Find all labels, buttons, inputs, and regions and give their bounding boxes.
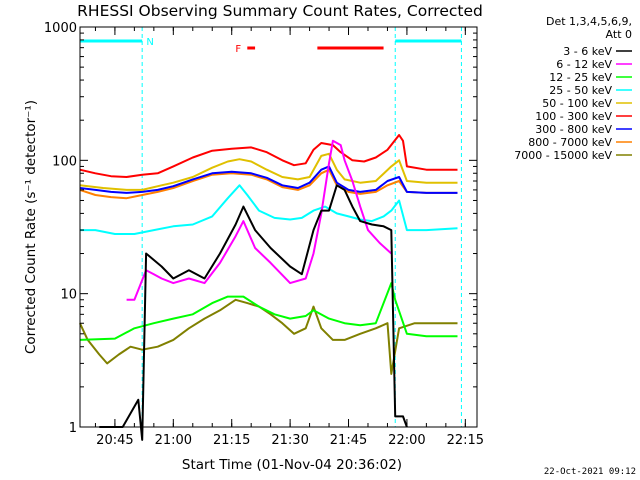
legend-label-300-to-800kev: 300 - 800 keV: [535, 123, 612, 136]
x-axis-label: Start Time (01-Nov-04 20:36:02): [182, 457, 402, 473]
legend-label-25-to-50kev: 25 - 50 keV: [549, 84, 612, 97]
y-tick-label-1: 1: [69, 421, 77, 436]
x-tick-label-2115: 21:15: [213, 433, 250, 448]
series-line-12-to-25kev: [79, 282, 458, 341]
x-tick-label-2045: 20:45: [96, 433, 133, 448]
series-line-50-to-100kev: [79, 152, 458, 191]
x-tick-label-2130: 21:30: [271, 433, 308, 448]
series-line-300-to-800kev: [79, 165, 458, 194]
series-line-100-to-300kev: [79, 134, 458, 178]
plot-frame: [79, 26, 478, 428]
y-tick-label-1000: 1000: [44, 21, 77, 36]
legend-header-line-2: Att 0: [606, 28, 632, 41]
legend-label-50-to-100kev: 50 - 100 keV: [542, 97, 612, 110]
flag-n-label: N: [146, 37, 153, 48]
y-axis-label: Corrected Count Rate (s⁻¹ detector⁻¹): [23, 100, 39, 354]
series-line-6-to-12kev: [126, 139, 392, 301]
chart-title: RHESSI Observing Summary Count Rates, Co…: [77, 2, 483, 20]
x-tick-label-2100: 21:00: [155, 433, 192, 448]
legend-label-7000-to-15000kev: 7000 - 15000 keV: [514, 149, 612, 162]
y-tick-label-100: 100: [52, 154, 77, 169]
legend-label-12-to-25kev: 12 - 25 keV: [549, 71, 612, 84]
flag-f-label: F: [235, 44, 241, 55]
series-line-7000-to-15000kev: [78, 298, 458, 375]
axes: 1 10 100 1000 20:45 21:00 21:15 21:30 21:45 22:00…: [44, 21, 484, 448]
legend-label-6-to-12kev: 6 - 12 keV: [556, 58, 612, 71]
x-tick-label-2215: 22:15: [447, 433, 484, 448]
legend-label-100-to-300kev: 100 - 300 keV: [535, 110, 612, 123]
series-line-25-to-50kev: [79, 184, 458, 235]
generation-timestamp: 22-Oct-2021 09:12: [544, 467, 636, 477]
legend-header-line-1: Det 1,3,4,5,6,9,: [546, 15, 632, 28]
x-tick-label-2200: 22:00: [388, 433, 425, 448]
series-line-3-to-6kev: [99, 184, 408, 441]
x-tick-label-2145: 21:45: [330, 433, 367, 448]
series-line-800-to-7000kev: [79, 168, 458, 200]
plot-area: NF: [78, 27, 462, 441]
y-tick-label-10: 10: [60, 288, 77, 303]
legend-label-800-to-7000kev: 800 - 7000 keV: [528, 136, 612, 149]
legend-label-3-to-6kev: 3 - 6 keV: [563, 45, 612, 58]
